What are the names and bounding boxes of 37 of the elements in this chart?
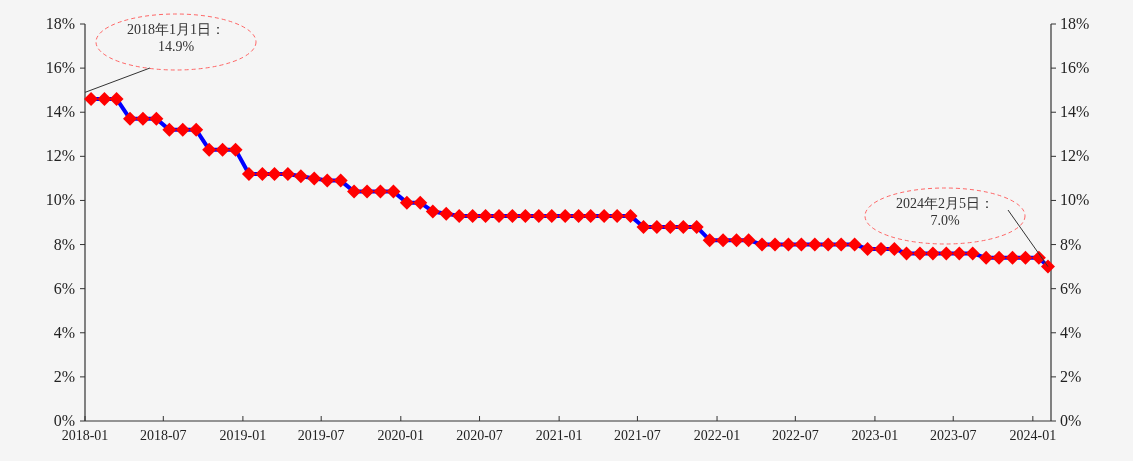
x-tick-label: 2021-01 xyxy=(535,428,583,443)
annotation: 2024年2月5日： 7.0% xyxy=(864,187,1049,268)
y2-tick-label: 2% xyxy=(1060,367,1082,385)
x-tick-label: 2019-01 xyxy=(219,428,267,443)
y-tick-label: 0% xyxy=(53,412,75,429)
x-tick-label: 2018-01 xyxy=(61,428,109,443)
y2-tick-label: 4% xyxy=(1060,323,1082,341)
x-tick-label: 2019-07 xyxy=(297,428,345,443)
x-tick-label: 2022-01 xyxy=(693,428,741,443)
y2-tick-label: 0% xyxy=(1060,412,1082,429)
x-tick-label: 2023-07 xyxy=(929,428,977,443)
annotation: 2024年2月5日： 7.0% xyxy=(896,195,994,228)
y-tick-label: 16% xyxy=(45,59,75,77)
x-tick-label: 2021-07 xyxy=(614,428,661,443)
y2-tick-label: 12% xyxy=(1060,147,1090,165)
y-tick-label: 6% xyxy=(53,279,75,297)
y2-tick-label: 10% xyxy=(1060,191,1090,209)
x-tick-label: 2018-07 xyxy=(139,428,187,443)
x-tick-label: 2020-07 xyxy=(456,428,503,443)
annotation: 2018年1月1日： 14.9% xyxy=(127,21,225,54)
y-tick-label: 10% xyxy=(45,191,75,209)
x-tick-label: 2020-01 xyxy=(377,428,425,443)
y2-tick-label: 6% xyxy=(1060,279,1082,297)
y2-tick-label: 18% xyxy=(1060,15,1090,32)
y-tick-label: 18% xyxy=(45,15,75,32)
y-tick-label: 14% xyxy=(45,103,75,121)
y-tick-label: 8% xyxy=(53,235,75,253)
x-tick-label: 2024-01 xyxy=(1009,428,1057,443)
y2-tick-label: 16% xyxy=(1060,59,1090,77)
x-tick-label: 2022-07 xyxy=(772,428,819,443)
y-tick-label: 12% xyxy=(45,147,75,165)
annotation: 2018年1月1日： 14.9% xyxy=(84,13,257,93)
y2-tick-label: 8% xyxy=(1060,235,1082,253)
y-tick-label: 4% xyxy=(53,323,75,341)
x-tick-label: 2023-01 xyxy=(851,428,899,443)
y-tick-label: 2% xyxy=(53,367,75,385)
y2-tick-label: 14% xyxy=(1060,103,1090,121)
